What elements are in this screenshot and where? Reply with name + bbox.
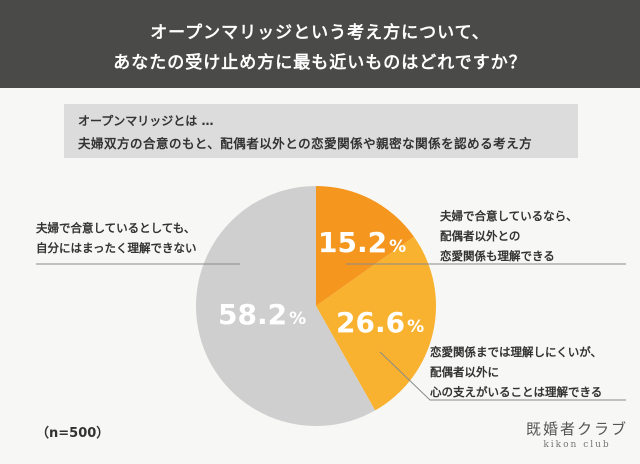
slice-label-line: 夫婦で合意しているとしても、 <box>36 221 196 235</box>
slice-value-partial: 26.6% <box>336 306 425 339</box>
leader-line-partial <box>379 351 626 401</box>
brand-logo-en: kikon club <box>543 440 611 450</box>
slice-label-line: 恋愛関係も理解できる <box>440 249 555 263</box>
slice-value-agree: 15.2% <box>318 226 407 259</box>
slice-label-line: 自分にはまったく理解できない <box>36 241 197 255</box>
brand-logo: 既婚者クラブ kikon club <box>526 418 628 450</box>
slice-label-agree: 夫婦で合意しているなら、 配偶者以外との恋愛関係も理解できる <box>440 206 578 266</box>
definition-title: オープンマリッジとは … <box>78 114 214 128</box>
slice-label-disagree: 夫婦で合意しているとしても、 自分にはまったく理解できない <box>36 218 197 258</box>
sample-size: （n=500） <box>36 426 110 441</box>
slice-label-line: 恋愛関係までは理解しにくいが、 <box>430 345 603 359</box>
slice-value-disagree: 58.2% <box>218 298 307 331</box>
definition-body: 夫婦双方の合意のもと、配偶者以外との恋愛関係や親密な関係を認める考え方 <box>78 136 533 151</box>
pie-slice-disagree <box>196 186 376 426</box>
slice-label-partial: 恋愛関係までは理解しにくいが、 配偶者以外に心の支えがいることは理解できる <box>430 342 602 402</box>
pie-slice-agree <box>316 186 414 306</box>
question-header: オープンマリッジという考え方について、 あなたの受け止め方に最も近いものはどれで… <box>0 0 640 88</box>
slice-label-line: 配偶者以外に <box>430 365 499 379</box>
question-line-1: オープンマリッジという考え方について、 <box>150 23 490 43</box>
question-line-2: あなたの受け止め方に最も近いものはどれですか？ <box>113 53 527 73</box>
definition-box: オープンマリッジとは … 夫婦双方の合意のもと、配偶者以外との恋愛関係や親密な関… <box>64 104 578 158</box>
pie-slice-partial <box>316 236 437 411</box>
slice-label-line: 配偶者以外との <box>440 229 521 243</box>
brand-logo-jp: 既婚者クラブ <box>526 420 629 438</box>
slice-label-line: 夫婦で合意しているなら、 <box>440 209 578 223</box>
slice-label-line: 心の支えがいることは理解できる <box>430 385 603 399</box>
